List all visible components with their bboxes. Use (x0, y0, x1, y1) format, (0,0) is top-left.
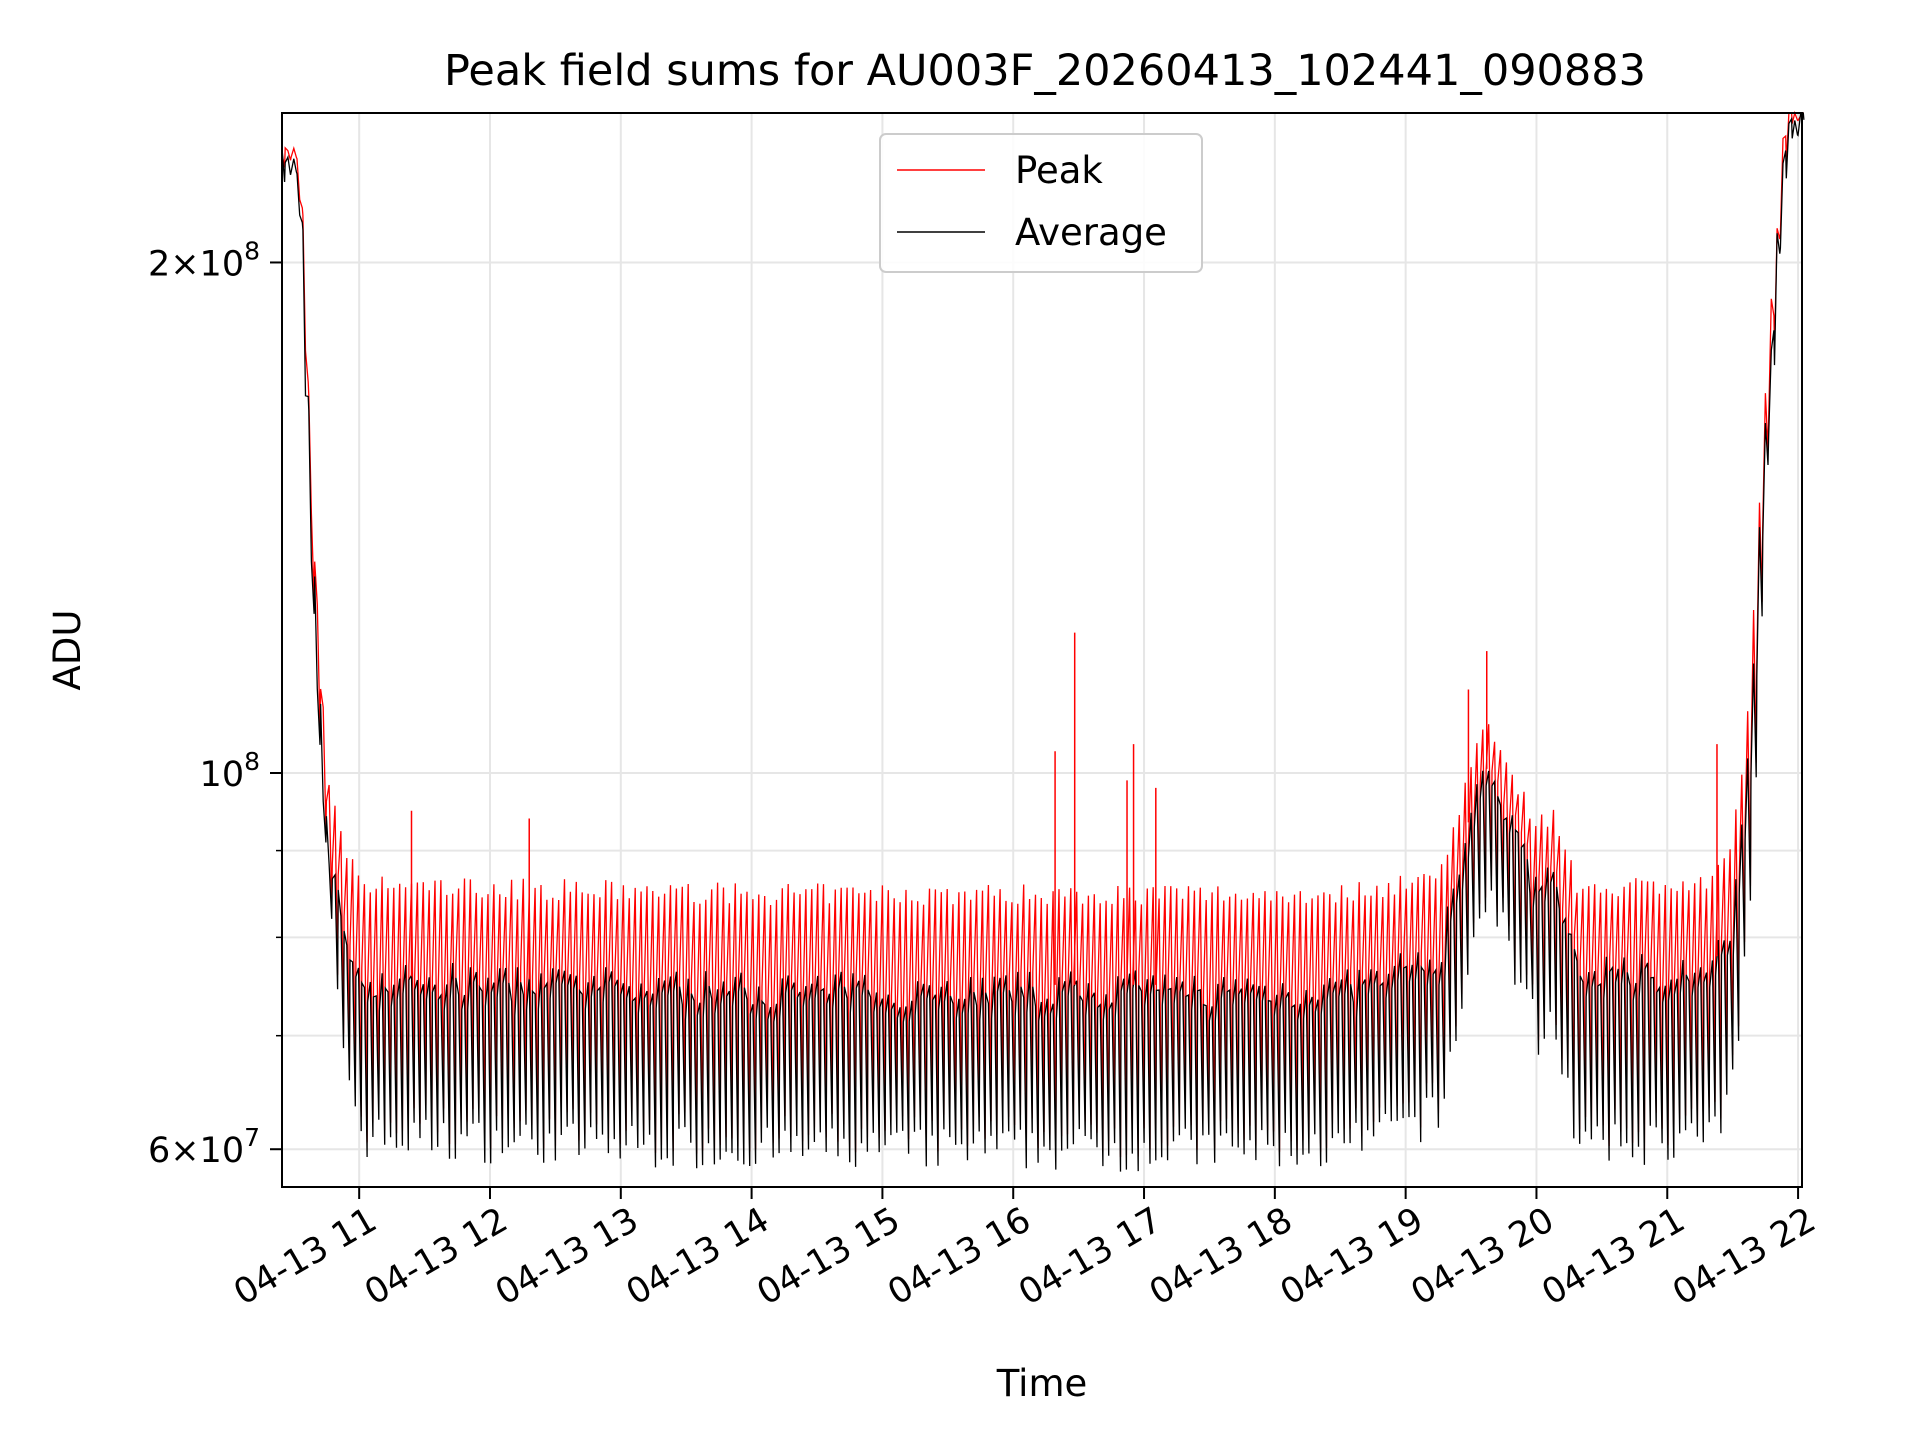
y-tick-exponent: 8 (244, 236, 260, 265)
y-tick-label: 2×108 (148, 236, 260, 284)
y-axis-label: ADU (46, 610, 89, 691)
peak-spikes (410, 632, 1718, 985)
chart-title: Peak field sums for AU003F_20260413_1024… (444, 46, 1646, 96)
y-tick-exponent: 7 (244, 1123, 260, 1152)
y-tick-base: 10 (200, 755, 245, 795)
legend-label-average: Average (1015, 211, 1167, 254)
y-tick-base: 6×10 (148, 1131, 244, 1171)
plot-data (281, 110, 1805, 1172)
legend-label-peak: Peak (1015, 149, 1103, 192)
series-average-line (281, 112, 1805, 1172)
legend-box (879, 133, 1203, 273)
x-axis-label: Time (996, 1362, 1088, 1405)
y-tick-base: 2×10 (148, 244, 244, 284)
y-tick-exponent: 8 (244, 747, 260, 776)
y-tick-label: 108 (200, 747, 260, 795)
plot-area-frame (281, 112, 1803, 1188)
y-tick-label: 6×107 (148, 1123, 260, 1171)
legend: Peak Average (879, 133, 1203, 273)
